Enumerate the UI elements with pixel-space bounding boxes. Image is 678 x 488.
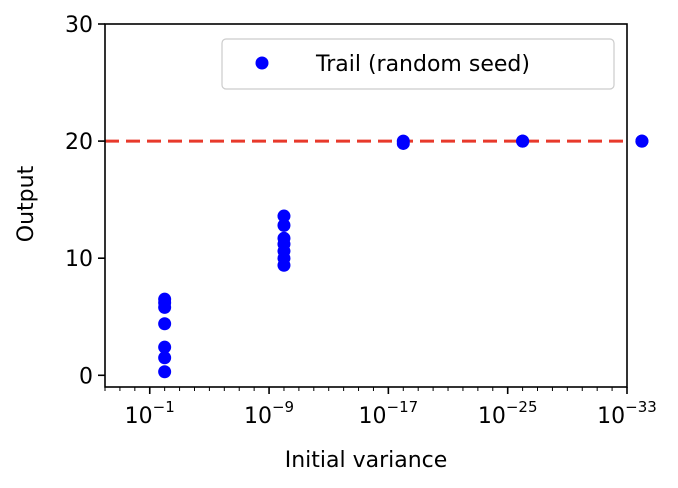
y-tick-label: 0	[79, 364, 93, 389]
plot-frame	[104, 23, 628, 388]
x-tick-label: 10−25	[478, 398, 538, 429]
legend: Trail (random seed)	[221, 38, 615, 90]
data-point	[158, 292, 172, 306]
y-tick-label: 30	[65, 13, 93, 38]
x-tick-label: 10−17	[359, 398, 419, 429]
data-point	[277, 218, 291, 232]
plot-area	[105, 134, 649, 379]
x-axis-title: Initial variance	[285, 448, 448, 473]
legend-marker	[255, 56, 269, 70]
data-point	[158, 340, 172, 354]
legend-box	[221, 38, 615, 90]
data-point	[158, 351, 172, 365]
y-axis-title: Output	[14, 165, 39, 242]
data-point	[396, 134, 410, 148]
data-point	[158, 317, 172, 331]
data-point	[158, 365, 172, 379]
x-tick-label: 10−9	[244, 398, 294, 429]
data-point	[277, 231, 291, 245]
data-point	[635, 134, 649, 148]
data-point	[516, 134, 530, 148]
legend-label: Trail (random seed)	[315, 52, 530, 77]
y-tick-label: 20	[65, 130, 93, 155]
data-point	[277, 209, 291, 223]
axes: 0 10 20 30 10−1 10−9 10−17 10−25 10−33	[65, 13, 657, 429]
y-tick-label: 10	[65, 247, 93, 272]
x-tick-label: 10−33	[597, 398, 657, 429]
x-tick-label: 10−1	[125, 398, 175, 429]
